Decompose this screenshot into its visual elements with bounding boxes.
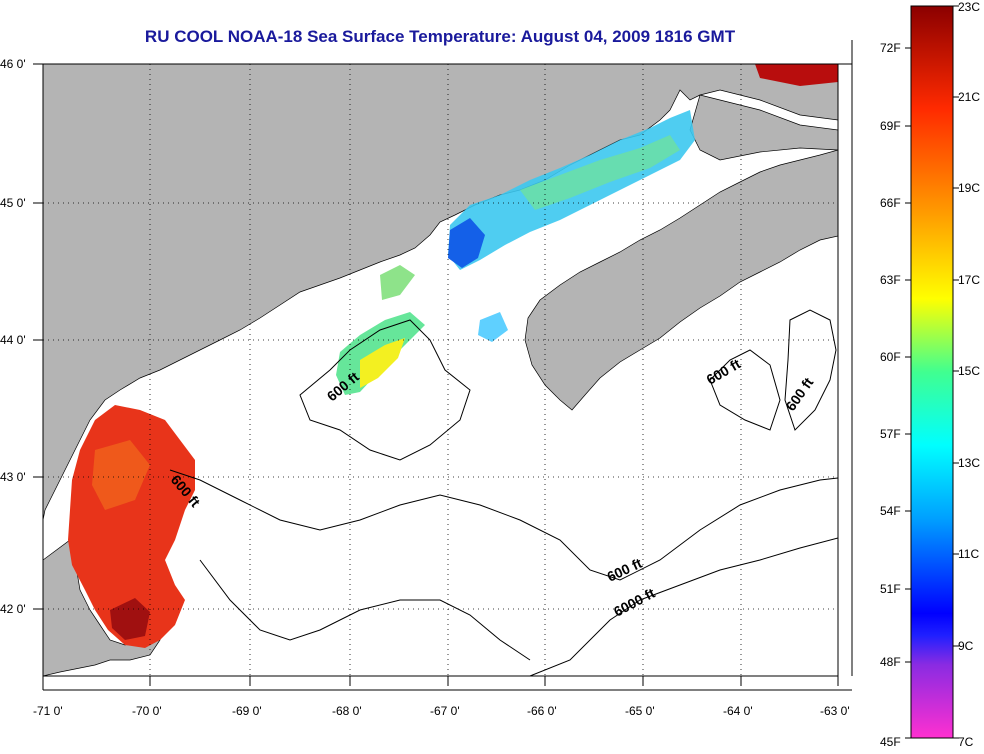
cb-f-72: 72F <box>880 41 901 55</box>
sst-patch-green2 <box>380 265 415 300</box>
lat-label-45: 45 0' <box>0 196 26 210</box>
contour-600ft-east <box>784 309 837 431</box>
cb-c-13: 13C <box>958 456 980 470</box>
cb-f-48: 48F <box>880 655 901 669</box>
sst-patch-cyan <box>478 312 508 342</box>
cb-f-45: 45F <box>880 735 901 749</box>
cb-f-57: 57F <box>880 427 901 441</box>
sst-fundy-green <box>520 135 680 210</box>
lon-label-64: -64 0' <box>723 704 753 718</box>
sst-maine-yellow <box>360 338 405 388</box>
colorbar-ticks <box>905 5 959 739</box>
cb-c-17: 17C <box>958 273 980 287</box>
sst-fundy-blue <box>448 218 485 268</box>
contour-600ft-gulf <box>169 469 838 581</box>
lat-label-42: 42 0' <box>0 602 26 616</box>
lat-label-44: 44 0' <box>0 333 26 347</box>
lon-label-68: -68 0' <box>332 704 362 718</box>
graticule <box>43 64 838 676</box>
cb-c-7: 7C <box>958 735 974 749</box>
contour-600ft-inner <box>299 319 471 461</box>
cb-c-21: 21C <box>958 90 980 104</box>
lon-label-63: -63 0' <box>820 704 850 718</box>
sst-warm-dark <box>110 598 150 640</box>
axis-ticks <box>33 63 839 686</box>
contour-600ft-southeast <box>709 349 781 431</box>
cb-f-51: 51F <box>880 582 901 596</box>
sst-northeast-dark <box>755 64 838 86</box>
map-frame <box>42 63 839 677</box>
land-northeast <box>689 94 838 161</box>
contour-6000ft <box>529 537 838 676</box>
lat-label-46: 46 0' <box>0 57 26 71</box>
cb-f-54: 54F <box>880 504 901 518</box>
land-nova-scotia <box>524 149 838 411</box>
land-new-england <box>43 64 838 521</box>
cb-f-60: 60F <box>880 350 901 364</box>
cb-c-9: 9C <box>958 639 974 653</box>
cb-c-23: 23C <box>958 0 980 14</box>
sst-warm-orange <box>92 440 150 510</box>
colorbar <box>910 5 954 739</box>
lon-label-66: -66 0' <box>527 704 557 718</box>
lon-label-67: -67 0' <box>430 704 460 718</box>
cb-c-15: 15C <box>958 364 980 378</box>
cb-f-63: 63F <box>880 273 901 287</box>
lon-label-65: -65 0' <box>625 704 655 718</box>
lat-label-43: 43 0' <box>0 470 26 484</box>
cb-c-19: 19C <box>958 181 980 195</box>
chart-title: RU COOL NOAA-18 Sea Surface Temperature:… <box>144 27 736 46</box>
cb-f-69: 69F <box>880 119 901 133</box>
lon-label-70: -70 0' <box>132 704 162 718</box>
cb-c-11: 11C <box>958 547 979 561</box>
cb-f-66: 66F <box>880 196 901 210</box>
lon-label-71: -71 0' <box>33 704 63 718</box>
lon-label-69: -69 0' <box>232 704 262 718</box>
